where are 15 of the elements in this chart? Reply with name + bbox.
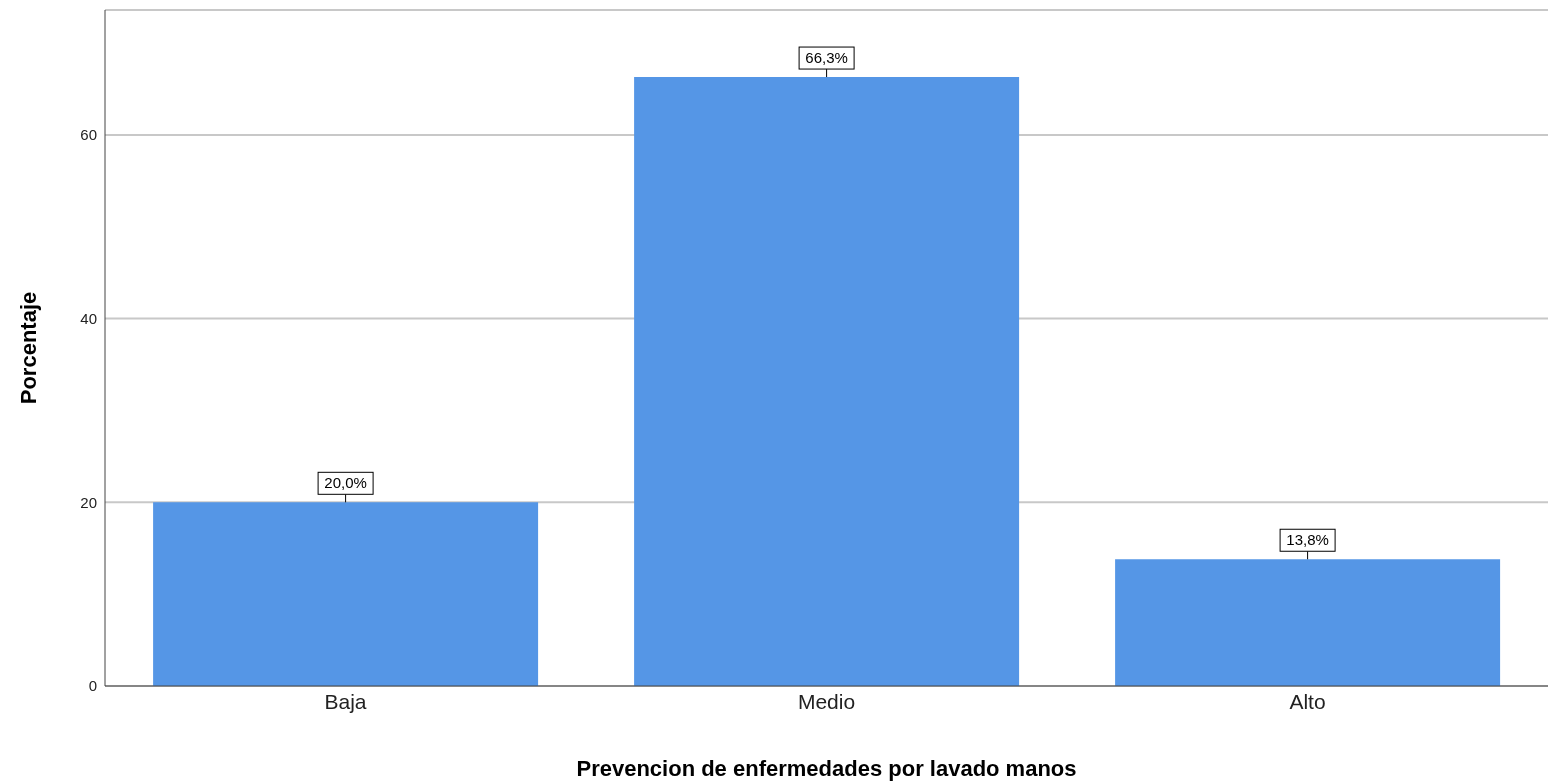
y-tick-label: 60: [80, 126, 97, 144]
y-tick-label: 0: [88, 677, 97, 695]
data-label: 13,8%: [1286, 531, 1329, 549]
x-axis-title: Prevencion de enfermedades por lavado manos: [576, 756, 1077, 781]
y-axis-title: Porcentaje: [15, 291, 41, 405]
data-label: 66,3%: [805, 49, 848, 67]
bar: [634, 77, 1020, 686]
bar: [153, 502, 539, 686]
x-tick-label: Alto: [1289, 689, 1326, 713]
x-tick-label: Medio: [797, 689, 856, 713]
data-label: 20,0%: [324, 474, 367, 492]
x-tick-label: Baja: [324, 689, 367, 713]
y-tick-label: 20: [80, 493, 97, 511]
bar: [1115, 559, 1501, 686]
y-tick-label: 40: [80, 309, 97, 327]
